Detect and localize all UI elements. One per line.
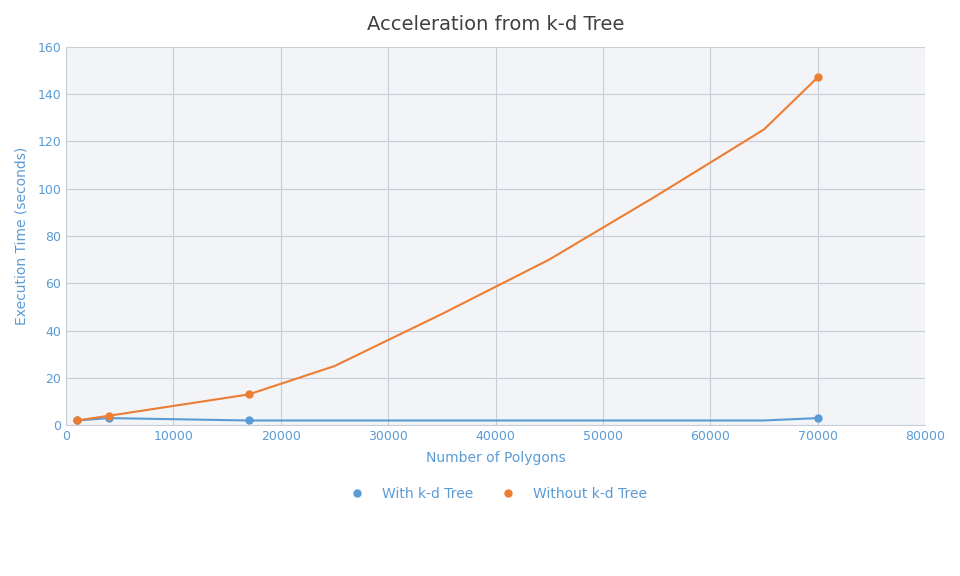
With k-d Tree — [71, 417, 83, 424]
With k-d Tree — [104, 415, 115, 422]
Without k-d Tree — [812, 74, 824, 81]
Line: Without k-d Tree: Without k-d Tree — [73, 74, 821, 424]
With k-d Tree — [812, 415, 824, 422]
Y-axis label: Execution Time (seconds): Execution Time (seconds) — [15, 147, 29, 325]
Line: With k-d Tree: With k-d Tree — [73, 415, 821, 424]
With k-d Tree — [243, 417, 254, 424]
Without k-d Tree — [71, 417, 83, 424]
Without k-d Tree — [104, 412, 115, 419]
Legend: With k-d Tree, Without k-d Tree: With k-d Tree, Without k-d Tree — [338, 482, 653, 506]
Title: Acceleration from k-d Tree: Acceleration from k-d Tree — [367, 15, 624, 34]
X-axis label: Number of Polygons: Number of Polygons — [425, 452, 565, 465]
Without k-d Tree — [243, 391, 254, 398]
